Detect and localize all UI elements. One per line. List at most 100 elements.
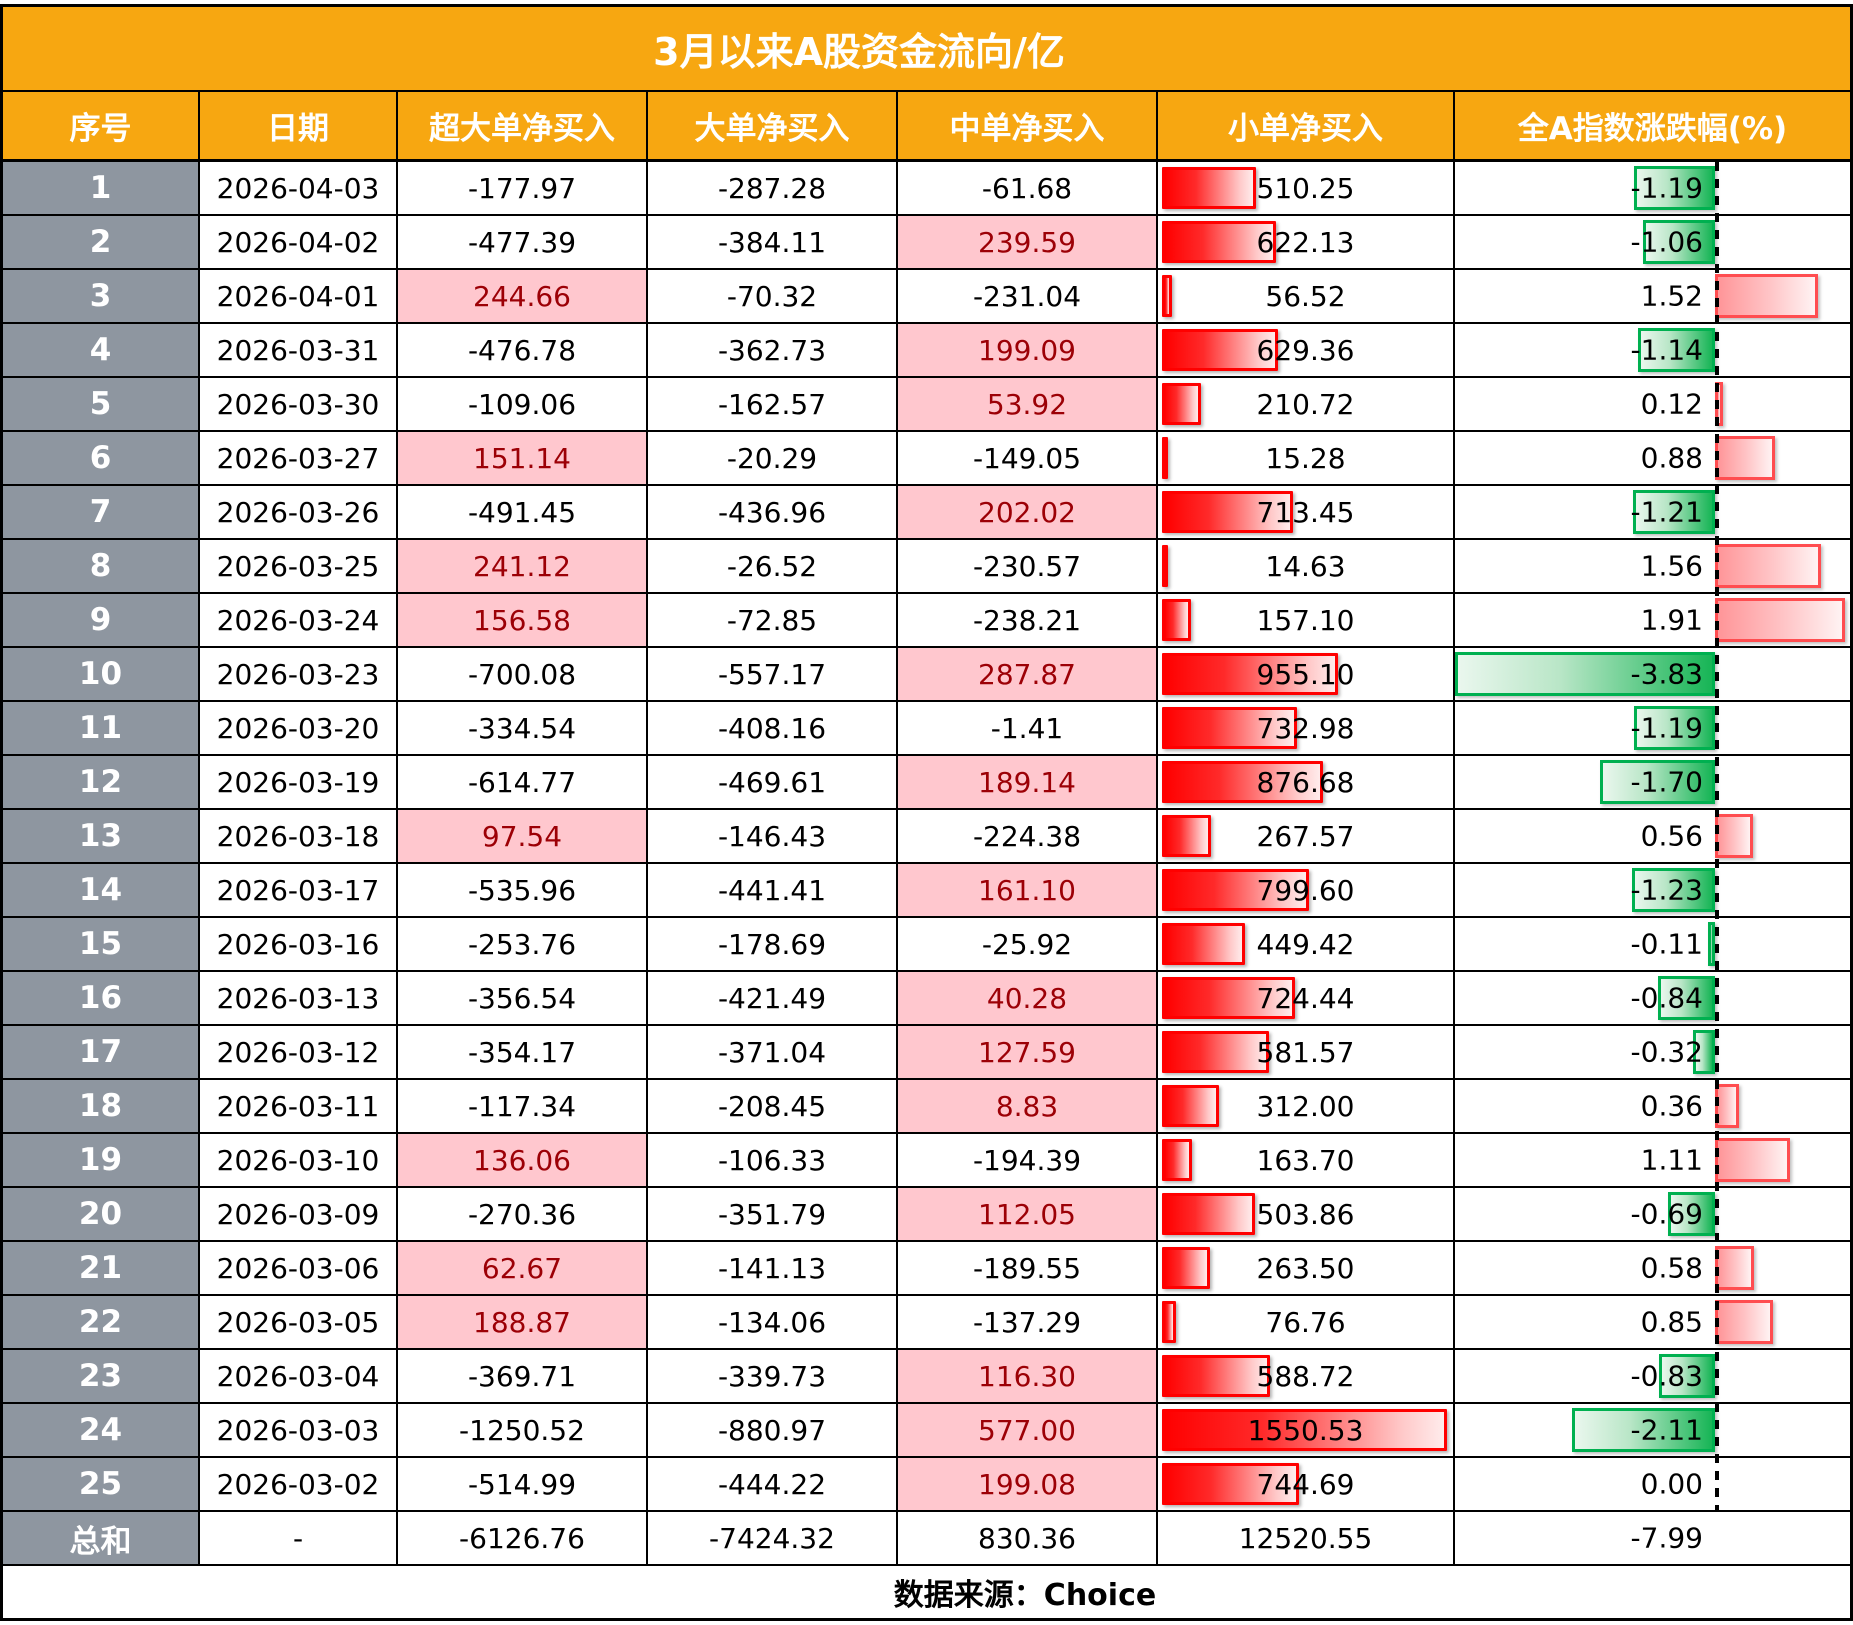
date-cell: 2026-03-26: [200, 486, 398, 540]
index-change-bar-negative: [1693, 1030, 1715, 1074]
row-number-cell: 13: [3, 810, 200, 864]
date-cell: 2026-03-09: [200, 1188, 398, 1242]
index-change-value: 1.56: [1640, 549, 1703, 583]
xlarge-net-cell: 244.66: [398, 270, 648, 324]
index-change-value: -1.23: [1630, 873, 1703, 907]
row-number-cell: 16: [3, 972, 200, 1026]
small-net-cell: 267.57: [1158, 810, 1455, 864]
table-row: 19 2026-03-10 136.06 -106.33 -194.39 163.70 1.…: [3, 1134, 1850, 1188]
date-cell: 2026-03-31: [200, 324, 398, 378]
xlarge-net-cell: -369.71: [398, 1350, 648, 1404]
footer: 数据来源：Choice: [3, 1566, 1850, 1618]
index-change-cell: -1.70: [1455, 756, 1850, 810]
date-cell: 2026-03-05: [200, 1296, 398, 1350]
table-row: 11 2026-03-20 -334.54 -408.16 -1.41 732.98 -1.…: [3, 702, 1850, 756]
index-change-value: -3.83: [1630, 657, 1703, 691]
small-net-value: 263.50: [1256, 1251, 1355, 1285]
index-change-bar-positive: [1715, 274, 1819, 318]
small-net-databar: [1162, 1409, 1447, 1451]
large-net-cell: -469.61: [648, 756, 898, 810]
date-cell: 2026-03-20: [200, 702, 398, 756]
index-change-bar-negative: [1668, 1192, 1715, 1236]
index-change-value: 0.00: [1640, 1467, 1703, 1501]
index-change-bar-negative: [1634, 706, 1715, 750]
table-row: 10 2026-03-23 -700.08 -557.17 287.87 955.10 -3…: [3, 648, 1850, 702]
small-net-value: 724.44: [1256, 981, 1355, 1015]
index-change-value: 1.11: [1640, 1143, 1703, 1177]
small-net-cell: 263.50: [1158, 1242, 1455, 1296]
xlarge-net-cell: 97.54: [398, 810, 648, 864]
date-cell: 2026-03-11: [200, 1080, 398, 1134]
small-net-databar: [1162, 923, 1245, 965]
index-change-cell: -1.21: [1455, 486, 1850, 540]
zero-axis-dashed-line: [1715, 162, 1719, 1512]
index-change-value: -7.99: [1630, 1521, 1703, 1555]
date-cell: 2026-03-04: [200, 1350, 398, 1404]
row-number-cell: 19: [3, 1134, 200, 1188]
large-net-cell: -7424.32: [648, 1512, 898, 1566]
small-net-databar: [1162, 383, 1201, 425]
table-row: 7 2026-03-26 -491.45 -436.96 202.02 713.45 -1.…: [3, 486, 1850, 540]
row-number-cell: 10: [3, 648, 200, 702]
index-change-value: -0.11: [1630, 927, 1703, 961]
small-net-value: 76.76: [1265, 1305, 1346, 1339]
small-net-value: 510.25: [1256, 171, 1355, 205]
index-change-value: -1.19: [1630, 171, 1703, 205]
small-net-databar: [1162, 653, 1338, 695]
index-change-bar-negative: [1455, 652, 1715, 696]
medium-net-cell: -61.68: [898, 162, 1158, 216]
index-change-bar-positive: [1715, 1138, 1791, 1182]
row-number-cell: 18: [3, 1080, 200, 1134]
table-row: 1 2026-04-03 -177.97 -287.28 -61.68 510.25 -1.…: [3, 162, 1850, 216]
index-change-value: -1.14: [1630, 333, 1703, 367]
index-change-value: 0.58: [1640, 1251, 1703, 1285]
index-change-value: 0.12: [1640, 387, 1703, 421]
row-number-cell: 3: [3, 270, 200, 324]
index-change-cell: 0.56: [1455, 810, 1850, 864]
index-change-value: 0.56: [1640, 819, 1703, 853]
date-cell: 2026-03-10: [200, 1134, 398, 1188]
small-net-databar: [1162, 221, 1277, 263]
table-row: 15 2026-03-16 -253.76 -178.69 -25.92 449.42 -0…: [3, 918, 1850, 972]
header-cell-medium-net: 中单净买入: [898, 92, 1158, 162]
small-net-value: 876.68: [1256, 765, 1355, 799]
row-number-cell: 25: [3, 1458, 200, 1512]
header-row: 序号 日期 超大单净买入 大单净买入 中单净买入 小单净买入 全A指数涨跌幅(%…: [3, 92, 1850, 162]
index-change-value: 0.36: [1640, 1089, 1703, 1123]
xlarge-net-cell: 62.67: [398, 1242, 648, 1296]
row-number-cell: 8: [3, 540, 200, 594]
xlarge-net-cell: -476.78: [398, 324, 648, 378]
row-number-cell: 24: [3, 1404, 200, 1458]
large-net-cell: -20.29: [648, 432, 898, 486]
date-cell: 2026-03-18: [200, 810, 398, 864]
large-net-cell: -208.45: [648, 1080, 898, 1134]
xlarge-net-cell: 241.12: [398, 540, 648, 594]
medium-net-cell: -189.55: [898, 1242, 1158, 1296]
small-net-value: 14.63: [1265, 549, 1346, 583]
table-row: 9 2026-03-24 156.58 -72.85 -238.21 157.10 1.91: [3, 594, 1850, 648]
small-net-databar: [1162, 1193, 1255, 1235]
date-cell: 2026-03-17: [200, 864, 398, 918]
row-number-cell: 14: [3, 864, 200, 918]
medium-net-cell: 161.10: [898, 864, 1158, 918]
large-net-cell: -70.32: [648, 270, 898, 324]
index-change-cell: -1.14: [1455, 324, 1850, 378]
xlarge-net-cell: -117.34: [398, 1080, 648, 1134]
small-net-value: 503.86: [1256, 1197, 1355, 1231]
medium-net-cell: -231.04: [898, 270, 1158, 324]
index-change-bar-negative: [1632, 490, 1715, 534]
small-net-cell: 732.98: [1158, 702, 1455, 756]
total-label-cell: 总和: [3, 1512, 200, 1566]
table-row: 14 2026-03-17 -535.96 -441.41 161.10 799.60 -1…: [3, 864, 1850, 918]
medium-net-cell: -230.57: [898, 540, 1158, 594]
medium-net-cell: 830.36: [898, 1512, 1158, 1566]
index-change-cell: 0.88: [1455, 432, 1850, 486]
date-cell: 2026-03-24: [200, 594, 398, 648]
small-net-cell: 56.52: [1158, 270, 1455, 324]
small-net-databar: [1162, 707, 1297, 749]
index-change-value: 1.91: [1640, 603, 1703, 637]
header-cell-small-net: 小单净买入: [1158, 92, 1455, 162]
table-body: 1 2026-04-03 -177.97 -287.28 -61.68 510.25 -1.…: [3, 162, 1850, 1566]
large-net-cell: -371.04: [648, 1026, 898, 1080]
index-change-cell: 1.11: [1455, 1134, 1850, 1188]
